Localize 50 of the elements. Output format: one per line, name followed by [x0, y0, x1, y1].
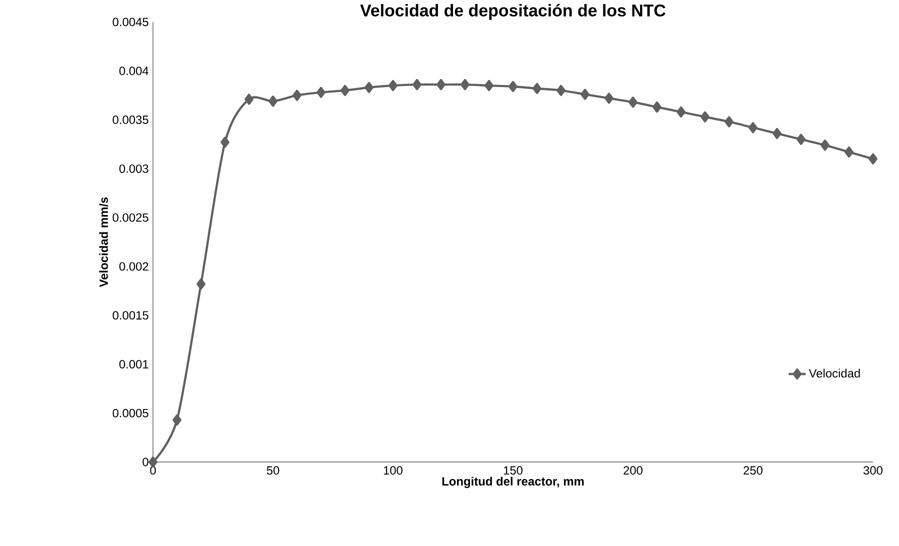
point — [196, 278, 206, 290]
y-tick-label: 0.0005 — [112, 408, 148, 418]
point — [700, 111, 710, 122]
x-tick-label: 300 — [863, 466, 883, 475]
point — [796, 134, 806, 145]
point — [868, 153, 878, 164]
y-tick-label: 0 — [142, 458, 148, 466]
point — [412, 79, 422, 90]
point — [244, 94, 254, 105]
point — [292, 90, 302, 101]
x-tick-label: 250 — [744, 466, 763, 475]
point — [436, 79, 446, 90]
point — [532, 82, 542, 94]
point — [676, 106, 686, 118]
point — [556, 84, 566, 96]
point — [316, 86, 326, 98]
y-tick-label: 0.0035 — [112, 116, 148, 124]
point — [484, 80, 494, 92]
y-tick-label: 0.003 — [119, 164, 148, 173]
x-tick-label: 200 — [624, 466, 643, 475]
point — [724, 116, 734, 128]
point — [844, 146, 854, 158]
x-axis-title: Longitud del reactor, mm — [442, 476, 584, 488]
point — [268, 96, 278, 107]
y-tick-label: 0.004 — [119, 66, 148, 76]
point — [580, 88, 590, 100]
point — [748, 122, 758, 134]
point — [340, 84, 350, 96]
point — [820, 140, 830, 151]
y-tick-label: 0.001 — [119, 360, 148, 368]
point — [172, 414, 182, 426]
point — [460, 79, 470, 90]
chart-title: Velocidad de depositación de los NTC — [360, 4, 666, 20]
x-tick-label: 100 — [384, 466, 403, 475]
point — [388, 80, 398, 92]
point — [772, 128, 782, 140]
y-axis-title: Velocidad mm/s — [99, 197, 108, 288]
x-tick-label: 50 — [266, 466, 280, 475]
point — [652, 101, 662, 113]
y-tick-label: 0.0015 — [112, 311, 148, 320]
point — [628, 96, 638, 108]
y-tick-label: 0.0025 — [112, 213, 148, 222]
point — [604, 92, 614, 104]
point — [364, 82, 374, 94]
y-tick-label: 0.002 — [119, 262, 148, 271]
x-tick-label: 150 — [504, 466, 523, 475]
point — [220, 136, 230, 148]
point — [508, 80, 518, 92]
y-tick-label: 0.0045 — [112, 18, 148, 26]
legend-label: Velocidad — [808, 368, 860, 378]
